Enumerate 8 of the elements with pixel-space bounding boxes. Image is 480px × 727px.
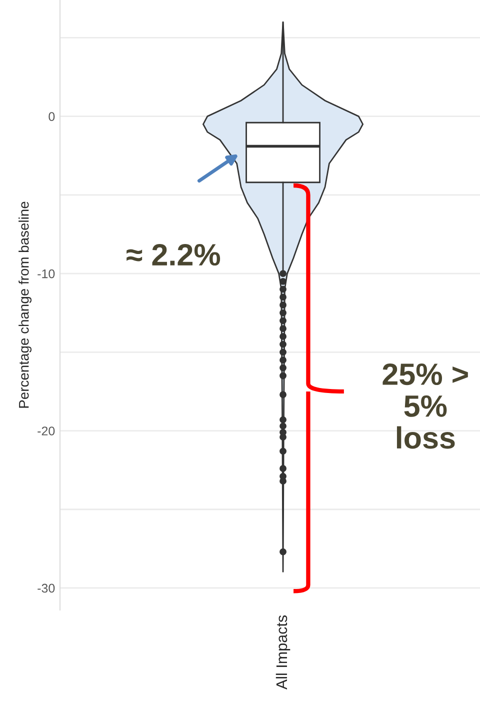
y-tick-label: 0: [48, 112, 55, 121]
annotation: ≈ 2.2%: [126, 244, 220, 266]
x-tick-label: All Impacts: [276, 615, 290, 690]
y-tick-label: -10: [38, 269, 55, 278]
y-tick-label: -20: [38, 426, 55, 436]
y-tick-label: -30: [38, 584, 55, 593]
annotation: 25% > 5% loss: [382, 363, 468, 449]
y-axis-title: Percentage change from baseline: [18, 202, 32, 408]
